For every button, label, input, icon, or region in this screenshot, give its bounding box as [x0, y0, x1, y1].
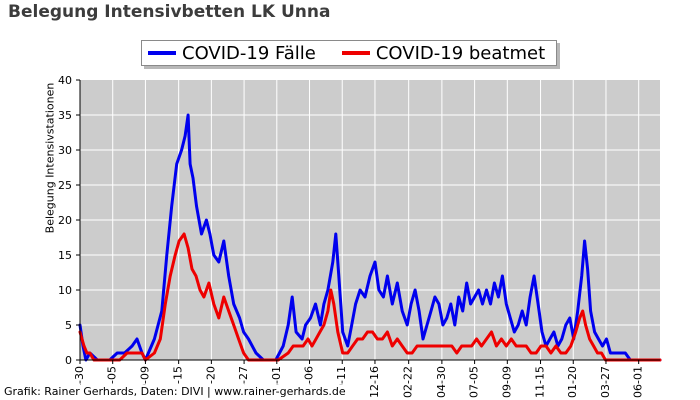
y-tick-label: 35 [58, 109, 72, 122]
y-tick-label: 40 [58, 74, 72, 87]
x-tick-label: 12-16 [368, 366, 381, 398]
y-tick-label: 10 [58, 284, 72, 297]
x-tick-label: 06-01 [632, 366, 645, 398]
x-tick-label: 09-09 [500, 366, 513, 398]
x-tick-label: 02-22 [402, 366, 415, 398]
y-tick-label: 25 [58, 179, 72, 192]
y-tick-label: 20 [58, 214, 72, 227]
chart-title: Belegung Intensivbetten LK Unna [8, 2, 331, 22]
x-tick-label: 07-05 [468, 366, 481, 398]
legend: COVID-19 Fälle COVID-19 beatmet [141, 40, 557, 66]
x-tick-label: 03-27 [599, 366, 612, 398]
y-tick-label: 0 [65, 354, 72, 367]
legend-label-ventilated: COVID-19 beatmet [375, 42, 546, 64]
grid-lines [80, 80, 660, 360]
x-tick-label: 01-20 [566, 366, 579, 398]
series-line-cases [78, 113, 662, 362]
legend-swatch-cases [148, 51, 176, 55]
credit-text: Grafik: Rainer Gerhards, Daten: DIVI | w… [4, 385, 346, 398]
x-tick-label: 11-15 [534, 366, 547, 398]
legend-item-cases: COVID-19 Fälle [148, 43, 316, 64]
x-tick-label: 04-30 [435, 366, 448, 398]
y-tick-label: 15 [58, 249, 72, 262]
legend-swatch-ventilated [341, 51, 370, 55]
y-tick-label: 5 [65, 319, 72, 332]
series-lines [78, 113, 662, 362]
y-tick-label: 30 [58, 144, 72, 157]
legend-item-ventilated: COVID-19 beatmet [341, 42, 546, 64]
legend-label-cases: COVID-19 Fälle [182, 42, 316, 64]
series-line-ventilated [78, 232, 662, 362]
